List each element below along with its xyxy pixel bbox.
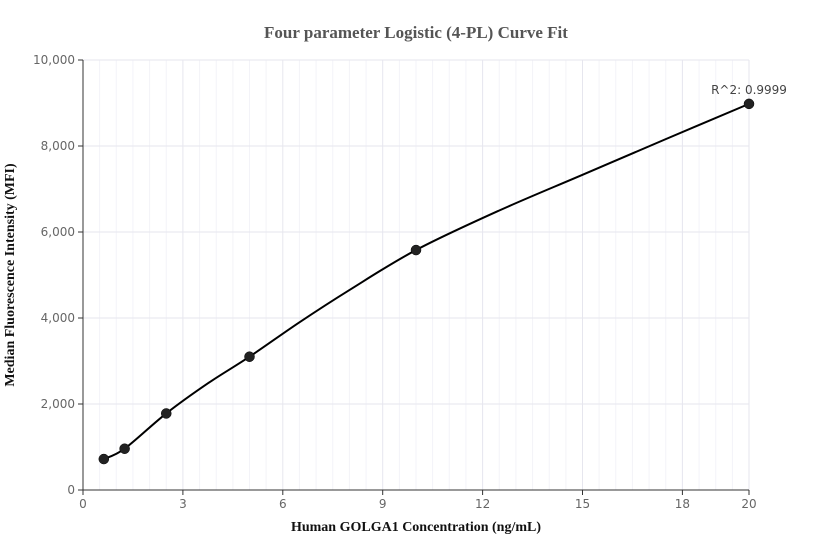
x-tick-label: 12 (475, 497, 490, 511)
x-tick-label: 9 (379, 497, 387, 511)
x-tick-label: 15 (575, 497, 590, 511)
data-point (244, 351, 255, 362)
data-point (98, 453, 110, 465)
y-tick-label: 10,000 (33, 53, 75, 67)
data-point (161, 408, 172, 419)
x-tick-label: 18 (675, 497, 690, 511)
y-tick-label: 4,000 (41, 311, 75, 325)
x-tick-label: 0 (79, 497, 87, 511)
y-tick-label: 6,000 (41, 225, 75, 239)
y-axis-title: Median Fluorescence Intensity (MFI) (3, 163, 18, 387)
grid-lines (83, 59, 750, 490)
x-tick-label: 20 (741, 497, 756, 511)
data-point (743, 98, 755, 110)
x-axis-title: Human GOLGA1 Concentration (ng/mL) (291, 520, 541, 535)
y-tick-label: 0 (67, 483, 75, 497)
fit-curve-line (103, 102, 750, 460)
tick-labels: 0 3 6 9 12 15 18 20 0 2,000 4,000 6,000 8,000 10,000 (33, 53, 757, 511)
data-point (410, 244, 422, 256)
x-tick-label: 6 (279, 497, 287, 511)
y-tick-label: 2,000 (41, 397, 75, 411)
data-points (98, 98, 755, 465)
x-tick-label: 3 (179, 497, 187, 511)
y-tick-label: 8,000 (41, 139, 75, 153)
axes (78, 59, 750, 495)
fit-curve (103, 102, 750, 460)
chart-title: Four parameter Logistic (4-PL) Curve Fit (264, 23, 568, 42)
data-point (119, 443, 130, 454)
r-squared-annotation: R^2: 0.9999 (711, 83, 787, 97)
